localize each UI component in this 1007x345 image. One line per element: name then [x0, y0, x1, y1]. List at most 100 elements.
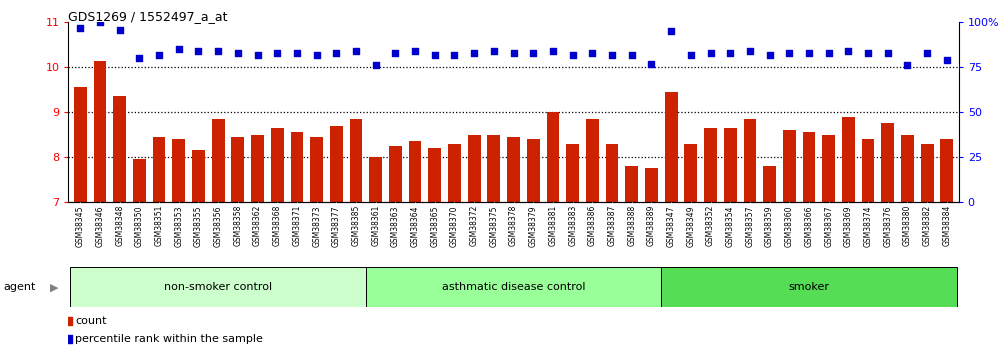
Point — [446, 52, 462, 58]
Point — [171, 47, 187, 52]
Point — [485, 48, 501, 54]
Text: GSM38362: GSM38362 — [253, 205, 262, 246]
Text: GSM38363: GSM38363 — [391, 205, 400, 247]
Bar — [448, 144, 461, 202]
Point — [742, 48, 758, 54]
Point — [840, 48, 856, 54]
Bar — [662, 267, 957, 307]
Point — [269, 50, 285, 56]
Bar — [605, 144, 618, 202]
Point — [919, 50, 936, 56]
Bar — [685, 144, 697, 202]
Point — [663, 29, 679, 34]
Bar — [113, 96, 126, 202]
Bar — [803, 132, 816, 202]
Text: ▶: ▶ — [50, 282, 58, 292]
Bar — [291, 132, 303, 202]
Point — [250, 52, 266, 58]
Text: GSM38382: GSM38382 — [922, 205, 931, 246]
Text: GSM38351: GSM38351 — [154, 205, 163, 246]
Text: GSM38347: GSM38347 — [667, 205, 676, 247]
Bar — [487, 135, 500, 202]
Point — [899, 63, 915, 68]
Point — [289, 50, 305, 56]
Text: GSM38355: GSM38355 — [194, 205, 203, 247]
Bar — [172, 139, 185, 202]
Bar — [743, 119, 756, 202]
Text: GSM38358: GSM38358 — [234, 205, 243, 246]
Bar — [271, 128, 284, 202]
Text: GSM38380: GSM38380 — [903, 205, 912, 246]
Point — [506, 50, 522, 56]
Point — [131, 56, 147, 61]
Point — [683, 52, 699, 58]
Bar — [310, 137, 323, 202]
Text: GSM38378: GSM38378 — [510, 205, 518, 246]
Text: GSM38364: GSM38364 — [411, 205, 420, 247]
Text: GSM38352: GSM38352 — [706, 205, 715, 246]
Text: GSM38384: GSM38384 — [943, 205, 952, 246]
Bar — [133, 159, 146, 202]
Bar — [941, 139, 954, 202]
Text: GSM38368: GSM38368 — [273, 205, 282, 246]
Text: GSM38371: GSM38371 — [292, 205, 301, 246]
Bar — [251, 135, 264, 202]
Bar — [366, 267, 662, 307]
Point — [308, 52, 324, 58]
Bar — [192, 150, 204, 202]
Point — [190, 48, 206, 54]
Point — [880, 50, 896, 56]
Text: smoker: smoker — [788, 282, 830, 292]
Bar — [70, 267, 366, 307]
Text: GSM38372: GSM38372 — [469, 205, 478, 246]
Point — [781, 50, 798, 56]
Point — [821, 50, 837, 56]
Text: GSM38369: GSM38369 — [844, 205, 853, 247]
Bar — [153, 137, 165, 202]
Point — [348, 48, 365, 54]
Text: GSM38360: GSM38360 — [784, 205, 794, 247]
Bar — [508, 137, 520, 202]
Text: GSM38377: GSM38377 — [332, 205, 340, 247]
Text: GDS1269 / 1552497_a_at: GDS1269 / 1552497_a_at — [68, 10, 228, 23]
Text: GSM38348: GSM38348 — [115, 205, 124, 246]
Point — [328, 50, 344, 56]
Text: count: count — [76, 316, 107, 326]
Text: GSM38388: GSM38388 — [627, 205, 636, 246]
Bar — [881, 123, 894, 202]
Point — [761, 52, 777, 58]
Bar — [920, 144, 933, 202]
Bar — [370, 157, 382, 202]
Point — [283, 216, 299, 221]
Text: GSM38370: GSM38370 — [450, 205, 459, 247]
Text: GSM38381: GSM38381 — [549, 205, 558, 246]
Bar — [645, 168, 658, 202]
Text: GSM38366: GSM38366 — [805, 205, 814, 247]
Text: GSM38361: GSM38361 — [372, 205, 381, 246]
Bar — [232, 137, 245, 202]
Point — [283, 46, 299, 52]
Point — [388, 50, 404, 56]
Text: GSM38359: GSM38359 — [765, 205, 774, 247]
Bar — [389, 146, 402, 202]
Bar — [823, 135, 835, 202]
Point — [526, 50, 542, 56]
Point — [623, 52, 639, 58]
Point — [604, 52, 620, 58]
Point — [545, 48, 561, 54]
Point — [643, 61, 660, 67]
Bar — [94, 60, 107, 202]
Bar — [330, 126, 342, 202]
Text: GSM38374: GSM38374 — [864, 205, 873, 247]
Text: GSM38385: GSM38385 — [351, 205, 361, 246]
Text: GSM38345: GSM38345 — [76, 205, 85, 247]
Text: GSM38383: GSM38383 — [568, 205, 577, 246]
Text: asthmatic disease control: asthmatic disease control — [442, 282, 585, 292]
Bar — [862, 139, 874, 202]
Bar — [724, 128, 736, 202]
Text: GSM38365: GSM38365 — [430, 205, 439, 247]
Bar — [211, 119, 225, 202]
Text: GSM38373: GSM38373 — [312, 205, 321, 247]
Bar — [625, 166, 638, 202]
Text: GSM38356: GSM38356 — [213, 205, 223, 247]
